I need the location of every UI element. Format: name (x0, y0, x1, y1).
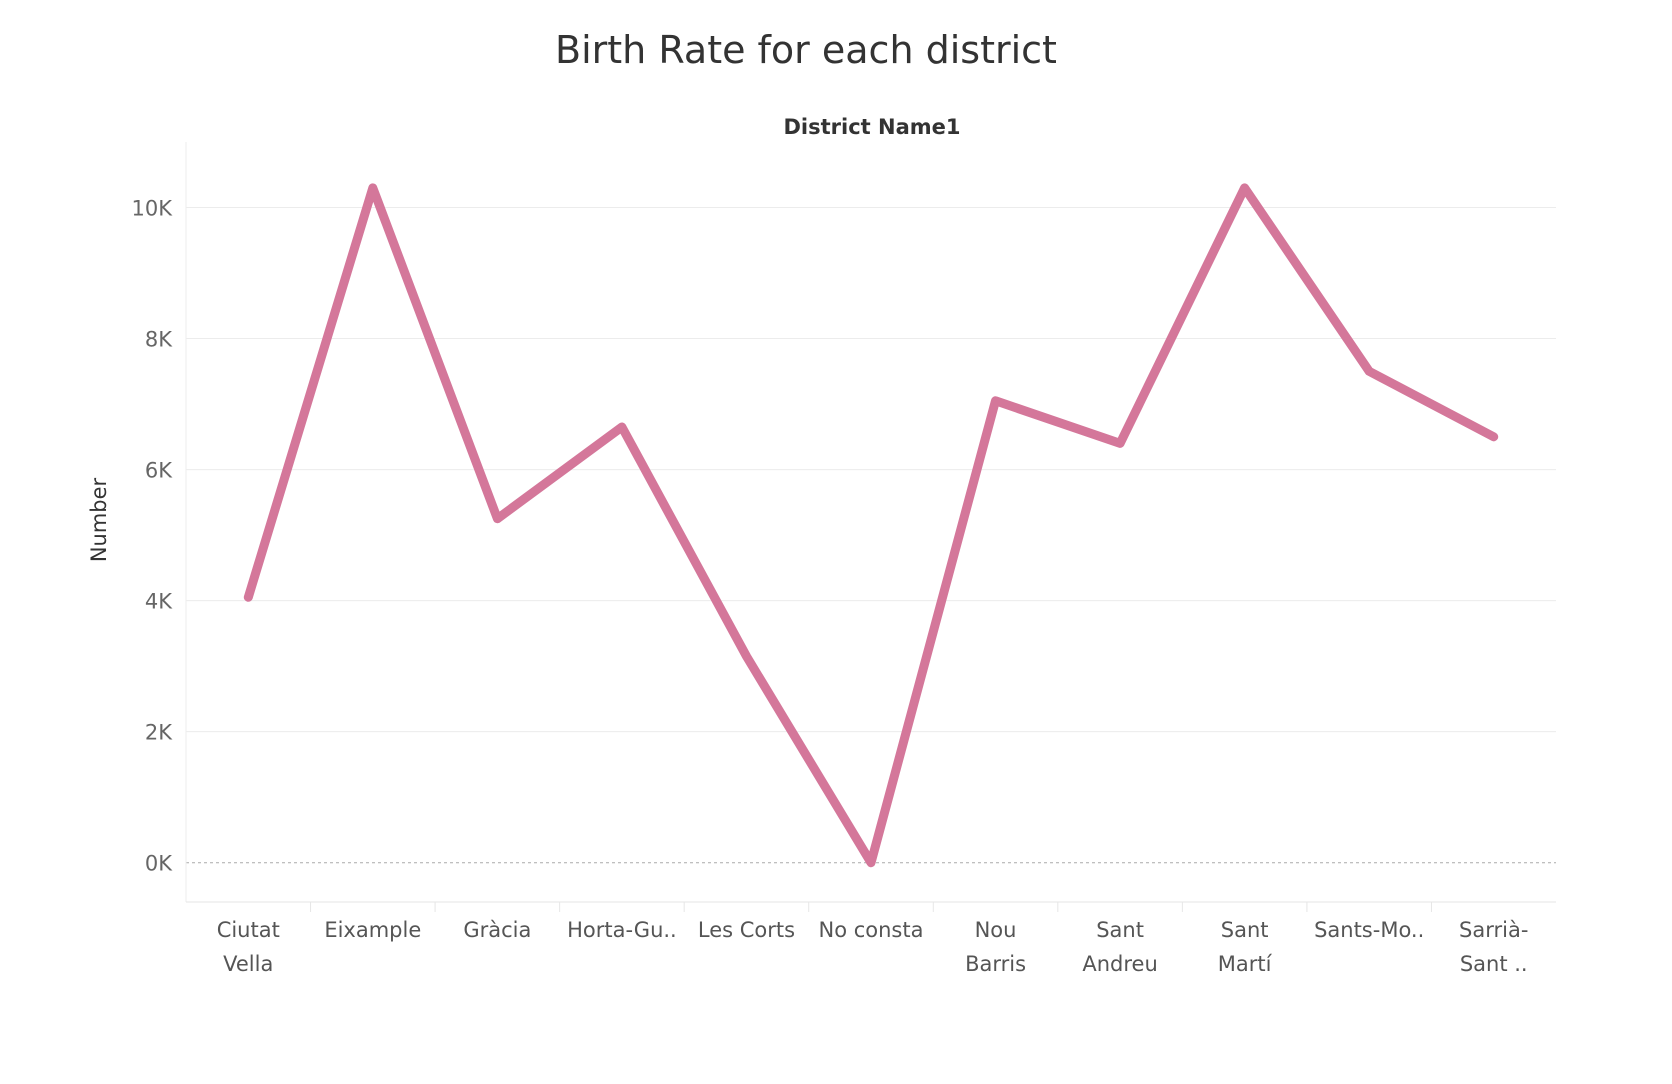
x-tick-label: Horta-Gu.. (567, 918, 677, 942)
x-tick-label-line: Andreu (1082, 952, 1157, 976)
data-point[interactable] (1116, 439, 1125, 448)
data-point[interactable] (991, 396, 1000, 405)
column-header: District Name1 (783, 115, 960, 139)
x-tick-label-line: Les Corts (698, 918, 795, 942)
data-point[interactable] (493, 514, 502, 523)
gridlines (186, 207, 1556, 864)
x-tick-label-line: Sant (1221, 918, 1269, 942)
data-point[interactable] (1365, 367, 1374, 376)
data-point[interactable] (1240, 183, 1249, 192)
y-tick-label: 6K (145, 459, 173, 483)
plot-frame (185, 142, 1556, 903)
x-tick-label: Eixample (324, 918, 421, 942)
x-tick-label-line: Ciutat (217, 918, 280, 942)
series-line (243, 183, 1499, 868)
x-tick-label-line: Eixample (324, 918, 421, 942)
x-tick-label: Sant Andreu (1082, 918, 1157, 976)
y-tick-label: 8K (145, 328, 173, 352)
data-point[interactable] (244, 593, 253, 602)
x-tick-label-line: Sant (1096, 918, 1144, 942)
data-point[interactable] (867, 858, 875, 867)
x-tick-label: Ciutat Vella (217, 918, 280, 976)
chart-title: Birth Rate for each district (555, 28, 1057, 72)
data-point[interactable] (368, 183, 377, 192)
x-tick-label-line: Nou (975, 918, 1017, 942)
y-tick-label: 4K (145, 590, 173, 614)
y-axis-title: Number (87, 477, 111, 562)
x-tick-label: Sants-Mo.. (1314, 918, 1424, 942)
series-line-layer (243, 183, 1499, 868)
x-tick-label: Nou Barris (965, 918, 1026, 976)
y-tick-label: 0K (145, 852, 173, 876)
data-point[interactable] (742, 652, 751, 661)
x-tick-label-line: Horta-Gu.. (567, 918, 677, 942)
x-tick-label: Sarrià- Sant .. (1459, 918, 1528, 976)
x-tick-label-line: Vella (223, 952, 273, 976)
x-tick-label-line: Sant .. (1460, 952, 1528, 976)
x-tick-label: Gràcia (463, 918, 531, 942)
x-tick-label: Sant Martí (1218, 918, 1273, 976)
y-tick-label: 2K (145, 721, 173, 745)
x-axis-ticks: Ciutat Vella Eixample Gràcia Horta-Gu.. Les C… (217, 902, 1528, 976)
x-tick-label-line: Martí (1218, 952, 1273, 976)
x-tick-label-line: Sarrià- (1459, 918, 1528, 942)
x-tick-label: No consta (819, 918, 924, 942)
x-tick-label-line: No consta (819, 918, 924, 942)
data-point[interactable] (617, 423, 626, 431)
y-tick-label: 10K (132, 197, 174, 221)
x-tick-label-line: Barris (965, 952, 1026, 976)
x-tick-label-line: Sants-Mo.. (1314, 918, 1424, 942)
x-tick-label: Les Corts (698, 918, 795, 942)
data-point[interactable] (1489, 432, 1498, 441)
x-tick-label-line: Gràcia (463, 918, 531, 942)
y-axis-ticks: 0K 2K 4K 6K 8K 10K (132, 197, 174, 876)
